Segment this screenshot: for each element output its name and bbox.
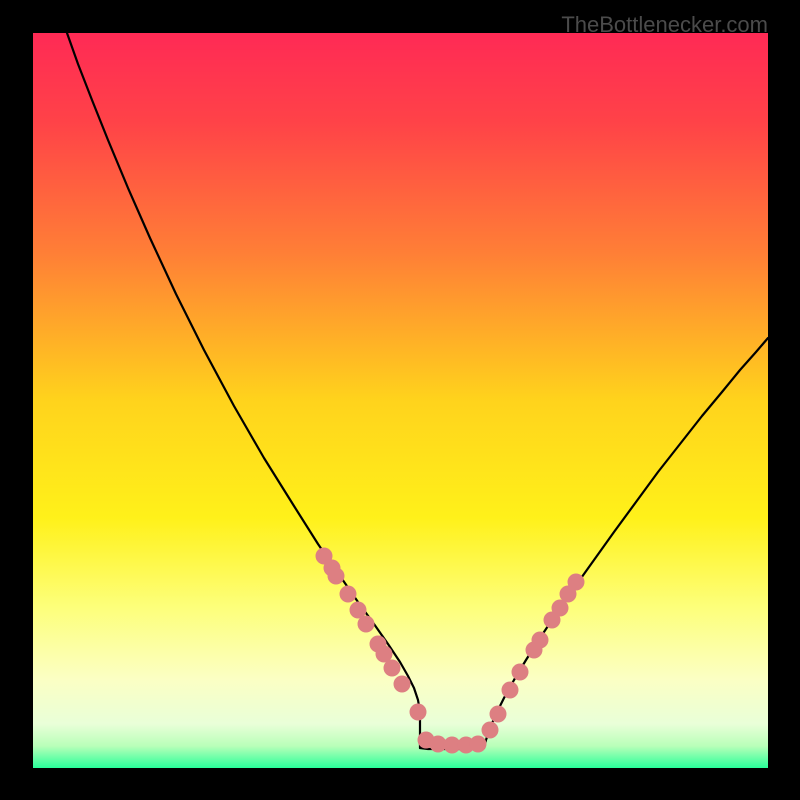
data-marker <box>482 722 499 739</box>
data-marker <box>502 682 519 699</box>
data-marker <box>384 660 401 677</box>
data-marker <box>490 706 507 723</box>
data-marker <box>358 616 375 633</box>
data-marker <box>394 676 411 693</box>
data-marker <box>410 704 427 721</box>
data-marker <box>512 664 529 681</box>
data-marker <box>340 586 357 603</box>
data-marker <box>470 736 487 753</box>
data-marker <box>328 568 345 585</box>
chart-svg <box>0 0 800 800</box>
watermark-text: TheBottlenecker.com <box>561 12 768 38</box>
data-marker <box>568 574 585 591</box>
plot-background <box>33 33 768 768</box>
data-marker <box>532 632 549 649</box>
chart-stage: TheBottlenecker.com <box>0 0 800 800</box>
